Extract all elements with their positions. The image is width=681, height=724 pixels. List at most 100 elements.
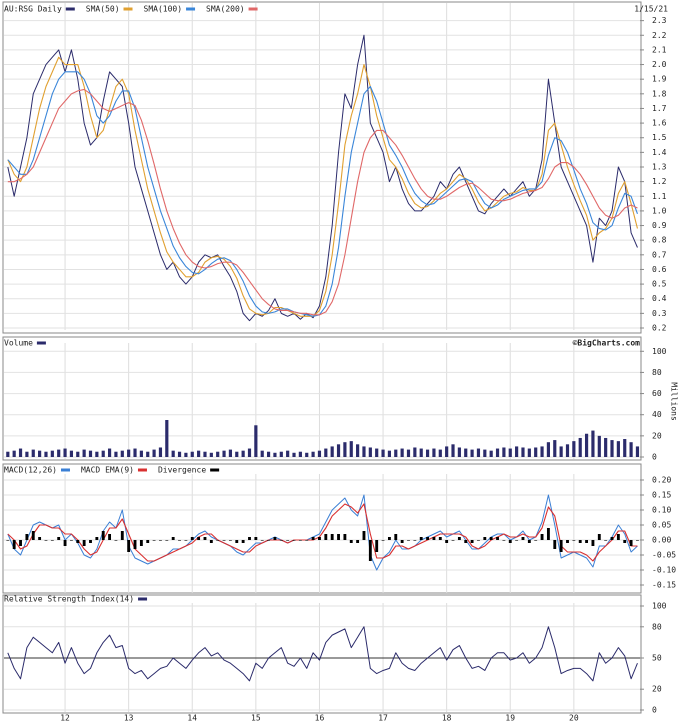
bar — [298, 540, 302, 541]
bar — [489, 537, 493, 540]
bar — [400, 540, 404, 543]
y-tick-label: 2.0 — [652, 60, 667, 69]
bar — [114, 451, 118, 457]
bar — [572, 441, 576, 457]
bar — [209, 540, 213, 543]
bar — [616, 534, 620, 540]
bar — [553, 440, 557, 457]
bar — [317, 450, 322, 457]
bar — [343, 442, 347, 457]
bar — [464, 448, 468, 457]
bar — [521, 537, 525, 540]
bar — [273, 452, 277, 457]
bar — [502, 447, 506, 457]
legend-swatch — [123, 7, 133, 11]
legend-swatch — [65, 7, 75, 11]
bar — [69, 450, 74, 457]
x-tick-label: 15 — [251, 714, 261, 723]
bar — [139, 450, 143, 457]
bar — [407, 540, 410, 541]
bar — [133, 448, 137, 457]
bar — [438, 449, 442, 457]
y-tick-label: 0.05 — [652, 521, 671, 530]
bar — [190, 537, 194, 540]
y-tick-label: 80 — [652, 368, 662, 377]
date-label: 1/15/21 — [634, 5, 668, 14]
bar — [108, 534, 112, 540]
y-axis-label: Millions — [670, 382, 679, 421]
bar — [19, 540, 22, 546]
bar — [546, 528, 550, 540]
bar — [368, 447, 372, 457]
bar — [247, 448, 252, 457]
bar — [133, 540, 137, 549]
bar — [152, 449, 156, 457]
y-tick-label: 1.3 — [652, 163, 667, 172]
bar — [57, 537, 61, 540]
bar — [203, 537, 207, 540]
bar — [184, 452, 188, 457]
bar — [101, 450, 105, 457]
bar — [330, 446, 334, 457]
bar — [591, 430, 595, 457]
bar — [127, 449, 131, 457]
bar — [464, 540, 468, 543]
bar — [572, 540, 576, 541]
bar — [413, 447, 417, 457]
bar — [368, 540, 372, 561]
bar — [336, 444, 341, 457]
bar — [178, 540, 181, 541]
bar — [419, 448, 423, 457]
bar — [527, 540, 531, 543]
y-tick-label: 0.00 — [652, 536, 671, 545]
bar — [553, 540, 557, 549]
bar — [413, 540, 417, 541]
bar — [604, 540, 608, 541]
y-tick-label: 1.7 — [652, 104, 667, 113]
y-tick-label: 20 — [652, 685, 662, 694]
bar — [508, 540, 512, 543]
bar — [559, 446, 563, 457]
series-line — [7, 34, 638, 322]
bar — [375, 540, 379, 552]
bar — [387, 537, 391, 540]
bar — [578, 437, 582, 457]
bar — [203, 451, 207, 457]
bar — [565, 444, 570, 457]
y-tick-label: 0.7 — [652, 250, 667, 259]
x-tick-label: 12 — [60, 714, 70, 723]
bar — [324, 448, 328, 457]
bar — [12, 450, 16, 457]
y-tick-label: 1.6 — [652, 119, 667, 128]
credit: ©BigCharts.com — [573, 338, 641, 348]
bar — [546, 442, 551, 457]
bar — [636, 540, 639, 541]
bar — [228, 540, 232, 541]
bar — [496, 537, 499, 540]
bar — [584, 433, 589, 457]
bar — [248, 537, 251, 540]
rsi-frame — [2, 594, 642, 714]
bar — [57, 449, 61, 457]
bar — [44, 451, 48, 457]
legend-label: SMA(50) — [86, 5, 120, 14]
bar — [25, 451, 29, 457]
x-tick-label: 13 — [124, 714, 134, 723]
bar — [95, 537, 99, 540]
bar — [330, 534, 334, 540]
bar — [438, 537, 442, 540]
bar — [292, 540, 296, 541]
bar — [451, 444, 455, 457]
bar — [69, 540, 73, 541]
y-tick-label: 0.3 — [652, 309, 667, 318]
legend-label: Divergence — [158, 466, 206, 475]
y-tick-label: 0.6 — [652, 265, 667, 274]
bar — [445, 446, 449, 457]
y-tick-label: 0.10 — [652, 506, 671, 515]
bar — [12, 540, 16, 549]
legend-swatch — [137, 468, 147, 472]
bar — [445, 540, 449, 543]
y-tick-label: 1.8 — [652, 89, 667, 98]
x-tick-label: 16 — [315, 714, 325, 723]
